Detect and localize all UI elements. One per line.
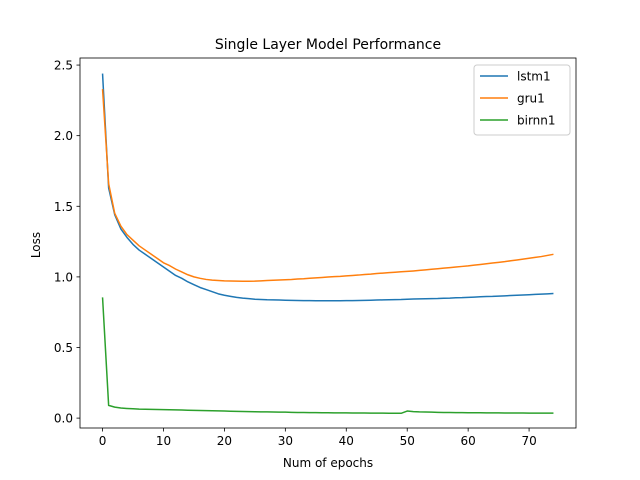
series-line-lstm1 — [101, 73, 554, 302]
series-line-gru1 — [101, 89, 554, 283]
x-tick-label: 20 — [217, 434, 232, 448]
axes-frame — [79, 57, 577, 429]
x-tick-label: 10 — [156, 434, 171, 448]
x-tick-label: 0 — [99, 434, 107, 448]
legend-label-lstm1: lstm1 — [517, 70, 551, 84]
x-tick-label: 70 — [521, 434, 536, 448]
x-axis-label: Num of epochs — [283, 456, 373, 470]
x-tick-label: 60 — [461, 434, 476, 448]
y-tick-label: 1.5 — [54, 200, 73, 214]
x-tick-label: 50 — [400, 434, 415, 448]
legend-label-gru1: gru1 — [517, 92, 545, 106]
legend-box — [473, 64, 571, 136]
y-tick-label: 0.5 — [54, 341, 73, 355]
y-tick-label: 2.5 — [54, 59, 73, 73]
chart-title: Single Layer Model Performance — [215, 37, 441, 53]
y-tick-label: 2.0 — [54, 129, 73, 143]
legend: lstm1 gru1 birnn1 — [473, 64, 571, 136]
series-line-birnn1 — [101, 297, 554, 415]
y-axis-label: Loss — [29, 232, 43, 258]
y-tick-label: 0.0 — [54, 412, 73, 426]
x-tick-label: 30 — [278, 434, 293, 448]
y-tick-label: 1.0 — [54, 270, 73, 284]
plot-area: 0 10 20 30 40 50 60 70 0.0 0.5 1.0 1.5 2.0 2.5 — [54, 57, 577, 448]
x-tick-label: 40 — [339, 434, 354, 448]
legend-label-birnn1: birnn1 — [517, 114, 556, 128]
